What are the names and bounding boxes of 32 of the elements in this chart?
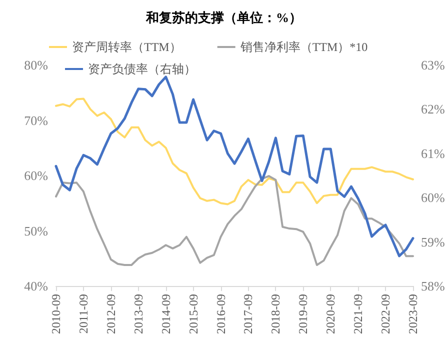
x-tick-label: 2014-09: [158, 294, 173, 334]
y-tick-label: 50%: [24, 223, 48, 238]
y2-tick-label: 61%: [421, 146, 445, 161]
y2-tick-label: 60%: [421, 190, 445, 206]
x-tick-label: 2012-09: [104, 294, 118, 334]
x-tick-label: 2013-09: [131, 294, 146, 334]
x-tick-label: 2010-09: [49, 294, 63, 334]
chart-title: 和复苏的支撑（单位：%）: [145, 10, 302, 25]
x-tick-label: 2020-09: [324, 294, 338, 334]
y2-tick-label: 58%: [421, 278, 445, 294]
legend-label: 资产周转率（TTM）: [72, 40, 182, 54]
x-tick-label: 2023-09: [406, 294, 420, 334]
y2-tick-label: 63%: [421, 58, 445, 72]
x-tick-label: 2017-09: [241, 294, 256, 334]
y2-tick-label: 62%: [421, 102, 445, 117]
legend-label: 销售净利率（TTM）*10: [239, 40, 368, 54]
y-tick-label: 60%: [24, 168, 48, 183]
x-tick-label: 2021-09: [351, 294, 366, 334]
legend-label: 资产负债率（右轴）: [88, 62, 196, 76]
y-tick-label: 80%: [24, 58, 48, 72]
x-tick-label: 2015-09: [186, 294, 200, 334]
line-series: [54, 76, 414, 258]
y2-tick-label: 59%: [421, 234, 445, 250]
line-series: [55, 175, 414, 266]
line-series: [55, 98, 414, 206]
x-tick-label: 2011-09: [76, 294, 90, 334]
x-tick-label: 2019-09: [296, 294, 310, 334]
x-tick-label: 2018-09: [268, 294, 283, 334]
y-tick-label: 40%: [24, 278, 48, 294]
x-tick-label: 2022-09: [378, 294, 393, 334]
y-tick-label: 70%: [24, 112, 48, 128]
x-tick-label: 2016-09: [214, 294, 228, 334]
